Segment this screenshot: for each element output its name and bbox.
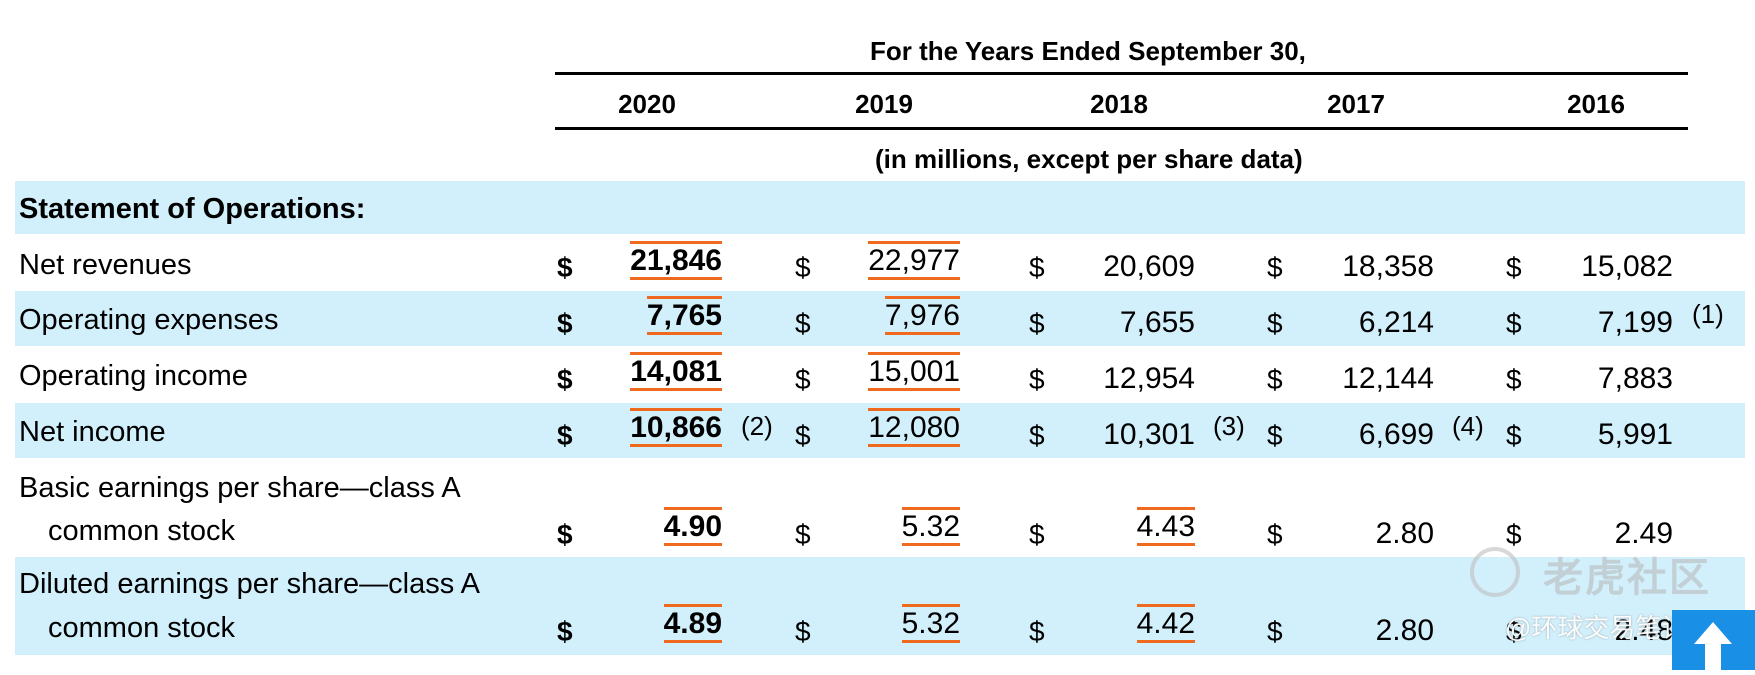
currency-symbol: $ [795,420,811,451]
currency-symbol: $ [795,616,811,647]
currency-symbol: $ [1267,364,1283,395]
currency-symbol: $ [1267,420,1283,451]
row-label-net-income: Net income [19,416,166,448]
watermark-author: @环球交易笔记 [1505,613,1688,643]
currency-symbol: $ [795,519,811,550]
currency-symbol: $ [1506,364,1522,395]
currency-symbol: $ [1029,519,1045,550]
currency-symbol: $ [1029,252,1045,283]
cell-operating-expenses-2017: 6,214 [1358,306,1434,339]
cell-net-revenues-2017: 18,358 [1342,250,1434,283]
row-label-operating-income: Operating income [19,360,248,392]
currency-symbol: $ [557,420,573,451]
currency-symbol: $ [795,308,811,339]
year-header-2016: 2016 [1567,89,1625,119]
currency-symbol: $ [1267,308,1283,339]
row-band-net-income [15,403,1745,458]
currency-symbol: $ [1029,420,1045,451]
table-subtitle: (in millions, except per share data) [875,144,1303,174]
currency-symbol: $ [1029,364,1045,395]
currency-symbol: $ [1029,616,1045,647]
cell-net-income-2018: 10,301 [1103,418,1195,451]
cell-net-income-2020: 10,866 [630,408,722,447]
cell-diluted-eps-2019: 5.32 [901,604,960,643]
row-label-net-revenues: Net revenues [19,249,192,281]
currency-symbol: $ [1029,308,1045,339]
footnote-marker: (1) [1692,299,1724,329]
row-label-diluted-eps-line2: common stock [48,612,235,644]
header-rule-top [555,72,1688,75]
cell-diluted-eps-2018: 4.42 [1136,604,1195,643]
row-band-operating-expenses [15,291,1745,346]
currency-symbol: $ [1506,252,1522,283]
cell-operating-income-2020: 14,081 [630,352,722,391]
currency-symbol: $ [557,252,573,283]
cell-operating-income-2018: 12,954 [1103,362,1195,395]
section-label: Statement of Operations: [19,193,366,225]
tiger-logo-icon [1470,547,1520,597]
footnote-marker: (3) [1213,411,1245,441]
footnote-marker: (4) [1452,411,1484,441]
watermark-brand: 老虎社区 [1543,556,1711,600]
cell-operating-income-2019: 15,001 [868,352,960,391]
cell-operating-income-2016: 7,883 [1597,362,1673,395]
cell-operating-expenses-2016: 7,199 [1597,306,1673,339]
cell-net-revenues-2020: 21,846 [630,241,722,280]
cell-operating-expenses-2018: 7,655 [1119,306,1195,339]
year-header-2019: 2019 [855,89,913,119]
row-band-section [15,181,1745,234]
cell-basic-eps-2020: 4.90 [663,507,722,546]
cell-basic-eps-2017: 2.80 [1375,517,1434,550]
cell-operating-expenses-2020: 7,765 [646,296,722,335]
year-header-2018: 2018 [1090,89,1148,119]
currency-symbol: $ [1506,308,1522,339]
currency-symbol: $ [1506,519,1522,550]
scroll-top-button[interactable] [1672,610,1755,670]
year-header-2017: 2017 [1327,89,1385,119]
footnote-marker: (2) [741,411,773,441]
cell-diluted-eps-2016: 2.48 [1614,614,1673,647]
cell-operating-expenses-2019: 7,976 [884,296,960,335]
cell-net-revenues-2019: 22,977 [868,241,960,280]
cell-net-income-2016: 5,991 [1597,418,1673,451]
cell-net-revenues-2018: 20,609 [1103,250,1195,283]
table-title: For the Years Ended September 30, [870,36,1306,66]
row-label-basic-eps-line2: common stock [48,515,235,547]
currency-symbol: $ [1506,420,1522,451]
currency-symbol: $ [1267,616,1283,647]
cell-net-income-2017: 6,699 [1358,418,1434,451]
currency-symbol: $ [557,364,573,395]
cell-net-revenues-2016: 15,082 [1581,250,1673,283]
row-label-basic-eps: Basic earnings per share—class A [19,472,461,504]
row-band-diluted-eps [15,557,1745,655]
currency-symbol: $ [1506,616,1522,647]
currency-symbol: $ [557,308,573,339]
currency-symbol: $ [557,616,573,647]
cell-basic-eps-2019: 5.32 [901,507,960,546]
cell-net-income-2019: 12,080 [868,408,960,447]
currency-symbol: $ [1267,519,1283,550]
header-rule-bottom [555,127,1688,130]
currency-symbol: $ [1267,252,1283,283]
cell-diluted-eps-2020: 4.89 [663,604,722,643]
currency-symbol: $ [557,519,573,550]
row-label-operating-expenses: Operating expenses [19,304,279,336]
year-header-2020: 2020 [618,89,676,119]
currency-symbol: $ [795,252,811,283]
currency-symbol: $ [795,364,811,395]
row-label-diluted-eps: Diluted earnings per share—class A [19,568,481,600]
cell-basic-eps-2016: 2.49 [1614,517,1673,550]
cell-basic-eps-2018: 4.43 [1136,507,1195,546]
cell-operating-income-2017: 12,144 [1342,362,1434,395]
arrow-up-icon [1694,622,1732,670]
cell-diluted-eps-2017: 2.80 [1375,614,1434,647]
